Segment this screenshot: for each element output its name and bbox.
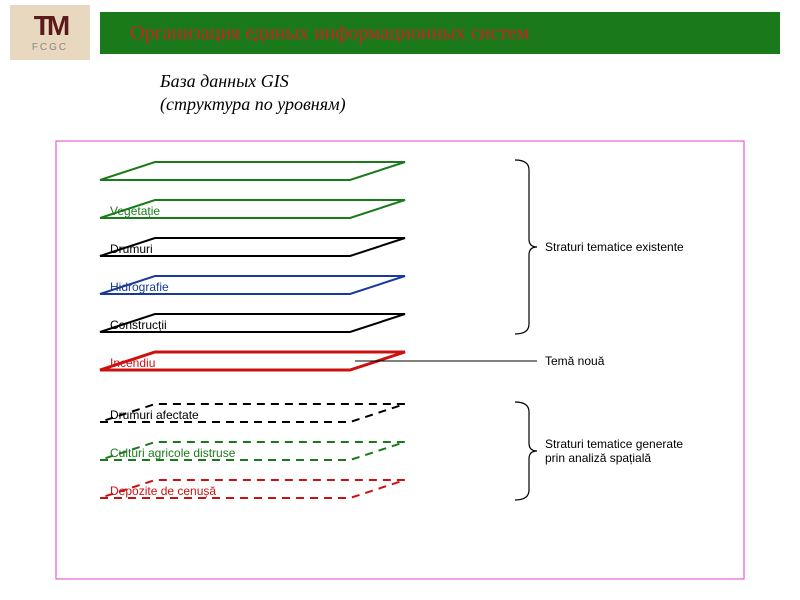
layer-label: Incendiu — [110, 356, 155, 370]
layer-plane — [100, 162, 405, 180]
brace-icon — [515, 402, 537, 500]
header-bar: Организация единых информационных систем — [100, 12, 780, 54]
logo: ТМ FCGC — [10, 5, 90, 60]
layer-label: Drumuri afectate — [110, 408, 199, 422]
layer-label: Culturi agricole distruse — [110, 446, 236, 460]
layer-label: Depozite de cenușă — [110, 484, 216, 498]
gis-layers-diagram: Vegetație Drumuri Hidrografie Construcții In… — [55, 140, 745, 580]
subtitle-line-2: (структура по уровням) — [160, 93, 346, 116]
group-label: Straturi tematice existente — [545, 240, 684, 254]
logo-main-text: ТМ — [34, 12, 66, 40]
subtitle-line-1: База данных GIS — [160, 70, 346, 93]
group-label: prin analiză spațială — [545, 451, 651, 465]
layer-label: Hidrografie — [110, 280, 169, 294]
layer-label: Construcții — [110, 318, 167, 332]
header-title: Организация единых информационных систем — [130, 22, 529, 45]
group-label: Straturi tematice generate — [545, 437, 683, 451]
diagram-container: Vegetație Drumuri Hidrografie Construcții In… — [55, 140, 745, 580]
group-label: Temă nouă — [545, 354, 605, 368]
logo-sub-text: FCGC — [32, 42, 68, 53]
brace-icon — [515, 160, 537, 334]
layer-label: Drumuri — [110, 242, 153, 256]
subtitle: База данных GIS (структура по уровням) — [160, 70, 346, 117]
layer-label: Vegetație — [110, 204, 160, 218]
